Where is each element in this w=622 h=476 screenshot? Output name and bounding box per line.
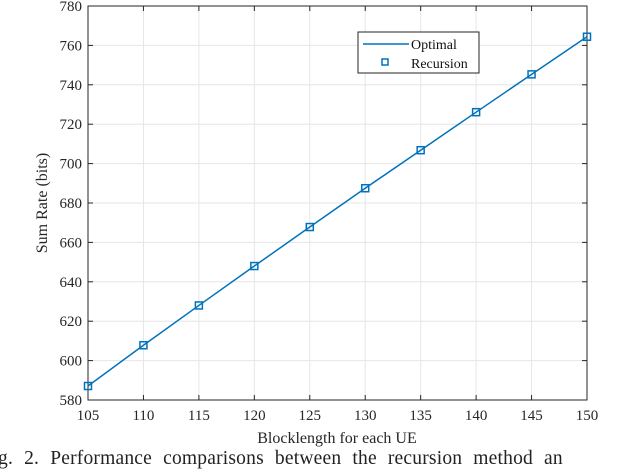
tick-labels: 105 110 115 120 125 130 135 140 145 150 580 600 620 6… [60, 0, 599, 424]
y-axis-label: Sum Rate (bits) [34, 153, 51, 253]
y-tick-label: 700 [60, 157, 83, 173]
data-point-recursion [471, 107, 481, 117]
grid [87, 5, 588, 401]
data-point-recursion [360, 183, 370, 193]
x-tick-label: 145 [520, 408, 543, 424]
series [83, 32, 592, 391]
x-tick-label: 115 [188, 408, 210, 424]
data-point-recursion [416, 145, 425, 155]
legend-marker-recursion [381, 58, 389, 66]
x-tick-label: 110 [132, 408, 154, 424]
y-tick-label: 660 [60, 235, 83, 251]
data-point-recursion [139, 340, 148, 350]
y-tick-label: 760 [60, 38, 83, 54]
figure-caption: g. 2. Performance comparisons between th… [0, 448, 563, 469]
x-axis-label: Blocklength for each UE [257, 430, 417, 447]
y-tick-label: 640 [60, 275, 83, 291]
x-tick-label: 135 [409, 408, 432, 424]
ticks [87, 5, 588, 401]
data-point-recursion [194, 301, 204, 310]
legend-label-optimal: Optimal [411, 38, 457, 53]
x-tick-label: 105 [77, 408, 100, 424]
y-tick-label: 680 [60, 196, 83, 212]
y-tick-label: 720 [60, 117, 83, 133]
x-tick-label: 140 [465, 408, 488, 424]
series-line-optimal [87, 36, 588, 387]
data-point-recursion [582, 32, 592, 41]
x-tick-label: 125 [299, 408, 322, 424]
x-tick-label: 130 [354, 408, 377, 424]
legend-box [357, 31, 480, 74]
y-tick-label: 620 [60, 314, 83, 330]
y-tick-label: 580 [60, 393, 83, 409]
data-point-recursion [83, 381, 93, 391]
data-point-recursion [305, 222, 315, 232]
y-tick-label: 780 [60, 0, 83, 15]
data-point-recursion [527, 70, 536, 79]
y-tick-label: 740 [60, 78, 83, 94]
x-tick-label: 150 [576, 408, 599, 424]
x-tick-label: 120 [243, 408, 266, 424]
legend: Optimal Recursion [357, 31, 480, 74]
legend-label-recursion: Recursion [411, 57, 468, 72]
data-point-recursion [250, 261, 259, 271]
y-tick-label: 600 [60, 354, 83, 370]
